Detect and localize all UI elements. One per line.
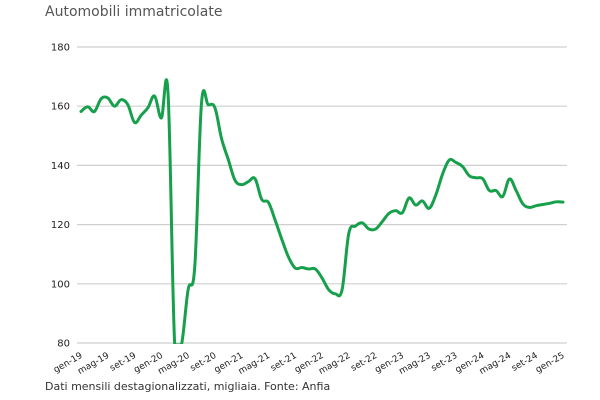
x-tick-label: gen-25 — [534, 351, 566, 375]
series-line — [79, 78, 565, 344]
y-tick-label: 80 — [57, 339, 70, 350]
y-tick-label: 160 — [51, 102, 70, 113]
y-tick-label: 120 — [51, 220, 70, 231]
y-tick-label: 100 — [51, 279, 70, 290]
chart-footnote: Dati mensili destagionalizzati, migliaia… — [45, 380, 331, 393]
y-tick-label: 140 — [51, 161, 70, 172]
y-tick-label: 180 — [51, 43, 70, 54]
chart-title: Automobili immatricolate — [45, 4, 223, 20]
